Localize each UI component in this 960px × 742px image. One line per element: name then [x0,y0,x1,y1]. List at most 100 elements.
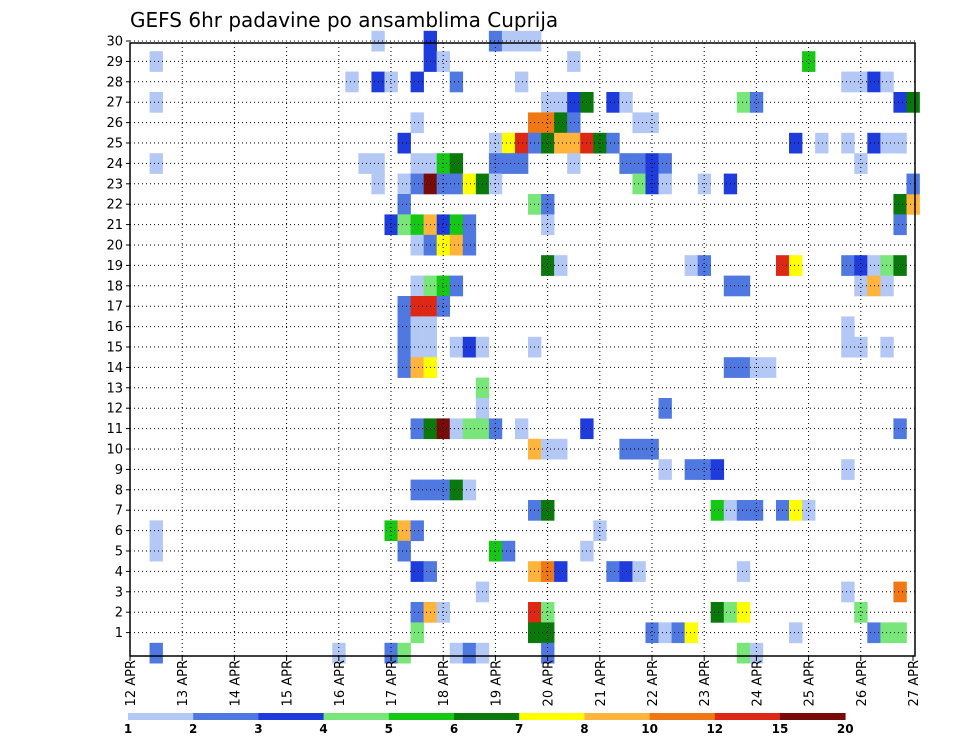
precip-cell [762,357,777,378]
precip-cell [410,112,424,134]
y-tick-label: 22 [106,198,123,213]
precip-cell [149,153,163,174]
precip-cell [541,500,555,521]
precip-cell [906,194,920,215]
y-tick-label: 8 [115,483,123,498]
precip-cell [645,112,659,134]
x-tick-label: 23 APR [698,660,713,706]
precip-cell [567,153,581,174]
precip-cell [449,71,464,93]
precip-cell [802,500,816,521]
colorbar-swatch [454,713,520,720]
precip-cell [449,336,464,358]
precip-cell [541,112,555,134]
precip-cell [436,214,451,236]
precip-cell [658,622,672,644]
x-tick-label: 13 APR [176,660,191,706]
y-tick-label: 4 [115,565,123,580]
precip-cell [736,500,751,521]
precip-cell [462,214,477,236]
precip-cell [410,234,424,256]
chart-title: GEFS 6hr padavine po ansamblima Cuprija [130,8,558,32]
colorbar-swatch [649,713,716,720]
precip-cell [449,214,464,236]
precip-cell [410,479,424,501]
y-tick-label: 27 [106,96,123,111]
precip-cell [514,418,529,440]
colorbar-swatch [714,713,781,720]
precip-cell [397,520,411,542]
precip-cell [436,51,451,72]
precip-cell [854,255,868,276]
precip-cell [449,173,464,195]
precip-cell [501,132,516,154]
precip-cell [410,214,424,236]
colorbar-swatch [258,713,324,720]
x-tick-label: 15 APR [281,660,296,706]
precip-cell [697,255,712,276]
precip-cell [501,30,516,52]
precip-cell [541,255,555,276]
precip-cell [789,622,803,644]
y-tick-label: 1 [115,626,123,641]
precip-cell [697,459,712,480]
x-tick-label: 12 APR [124,660,139,706]
precip-cell [880,622,894,644]
precip-cell [815,132,829,154]
precip-cell [514,132,529,154]
colorbar-swatch [584,713,650,720]
y-tick-label: 16 [106,320,123,335]
x-tick-label: 18 APR [437,660,452,706]
colorbar-label: 4 [319,722,327,736]
precip-cell [632,112,646,134]
colorbar-label: 15 [772,722,789,736]
precip-cell [541,92,555,113]
precip-cell [397,316,411,338]
precip-cell [397,173,411,195]
precip-cell [645,622,659,644]
precip-cell [567,112,581,134]
precip-cell [749,500,764,521]
precip-cell [893,622,907,644]
precip-cell [462,418,477,440]
precip-cell [841,255,855,276]
precip-cell [684,622,698,644]
precip-cell [893,214,907,236]
precip-cell [710,500,725,521]
y-tick-label: 12 [106,402,123,417]
precip-cell [541,602,555,623]
precip-cell [736,275,751,297]
y-tick-label: 30 [106,35,123,50]
y-tick-label: 19 [106,259,123,274]
x-tick-label: 22 APR [646,660,661,706]
precip-cell [893,92,907,113]
precip-cell [514,71,529,93]
precip-cell [462,642,477,664]
y-tick-label: 6 [115,524,123,539]
precip-cell [384,642,398,664]
colorbar-swatch [519,713,585,720]
cell-layer [149,30,920,664]
precip-cell [554,438,568,460]
y-tick-label: 3 [115,585,123,600]
colorbar-swatch [323,713,390,720]
precip-cell [397,336,411,358]
precip-cell [541,214,555,236]
precip-cell [684,255,698,276]
colorbar-label: 5 [385,722,393,736]
precip-cell [449,234,464,256]
precip-cell [632,153,646,174]
precip-cell [554,92,568,113]
colorbar-label: 7 [515,722,523,736]
precip-cell [567,132,581,154]
precip-cell [906,92,920,113]
precip-cell [410,71,424,93]
precip-cell [436,275,451,297]
y-tick-label: 14 [106,361,123,376]
y-tick-label: 2 [115,606,123,621]
precip-cell [567,51,581,72]
x-tick-label: 14 APR [228,660,243,706]
precip-cell [397,642,411,664]
y-tick-label: 29 [106,55,123,70]
y-tick-label: 10 [106,443,123,458]
